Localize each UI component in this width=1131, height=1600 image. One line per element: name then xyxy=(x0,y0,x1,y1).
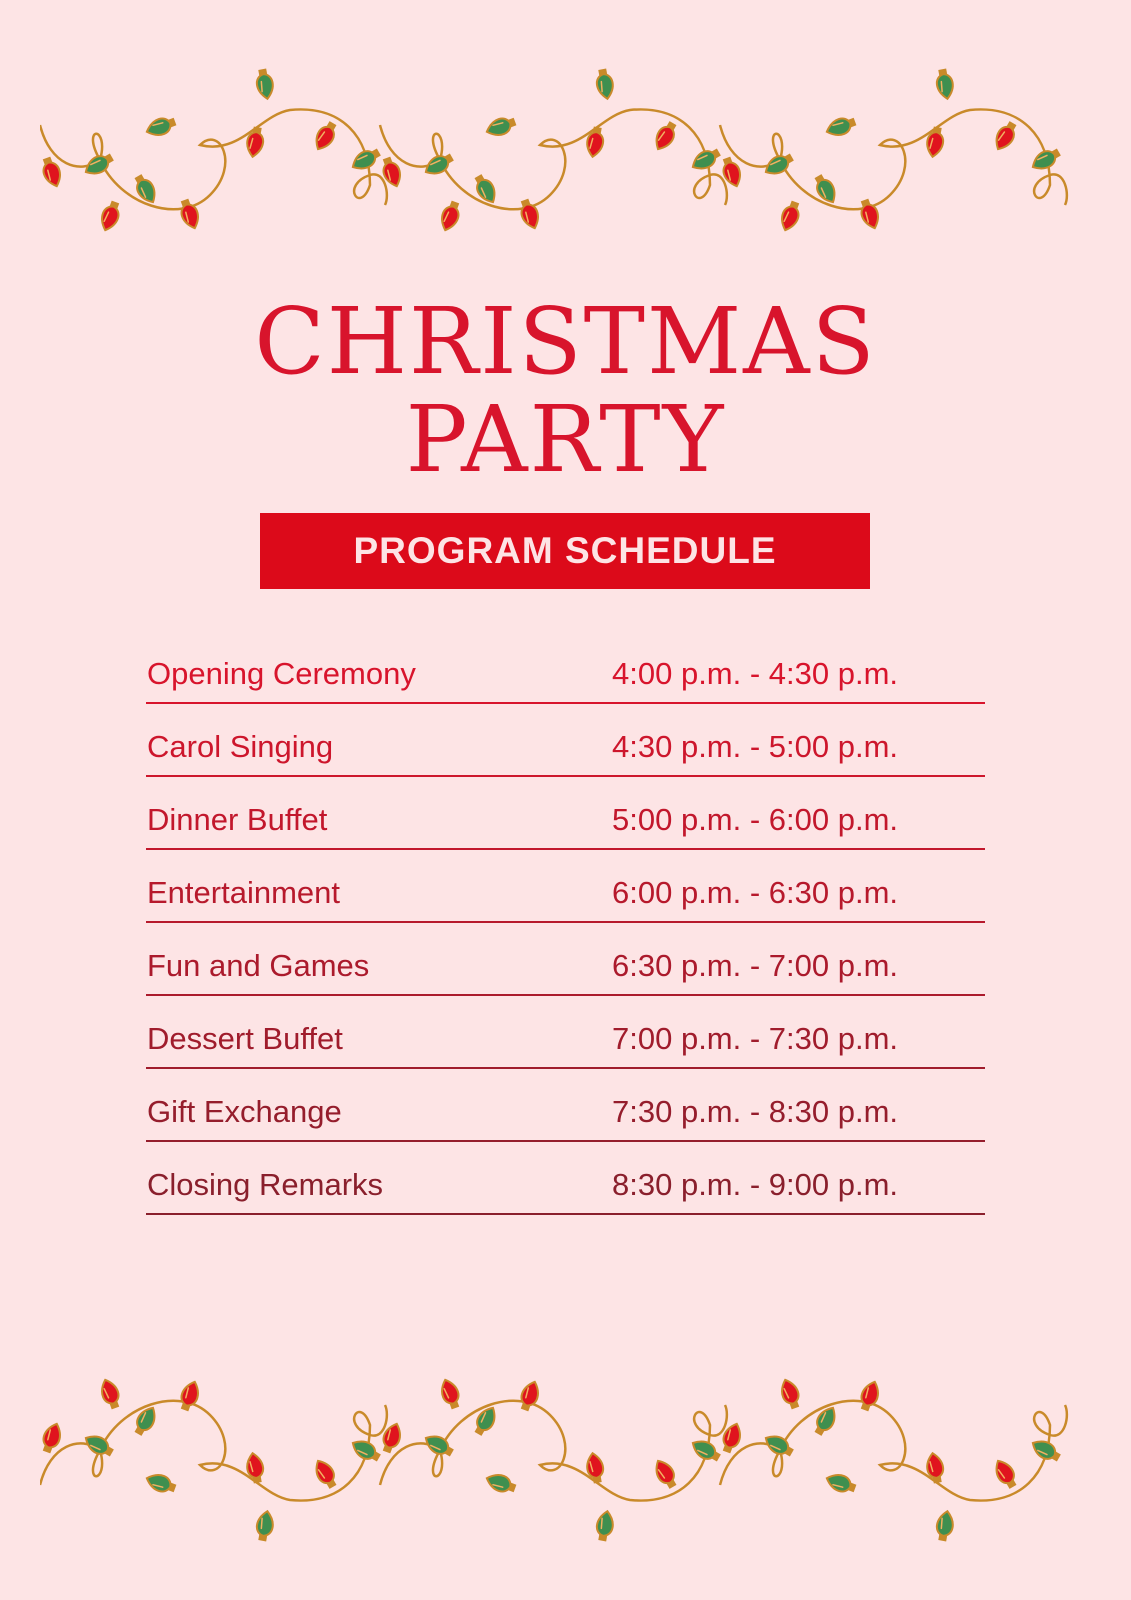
red-bulb-icon xyxy=(586,1451,605,1484)
red-bulb-icon xyxy=(382,1422,401,1454)
schedule-row: Opening Ceremony 4:00 p.m. - 4:30 p.m. xyxy=(146,632,985,704)
green-bulb-icon xyxy=(691,1440,721,1462)
event-time: 6:30 p.m. - 7:00 p.m. xyxy=(612,948,899,983)
green-bulb-icon xyxy=(424,1435,454,1457)
red-bulb-icon xyxy=(101,200,120,232)
green-bulb-icon xyxy=(255,1509,274,1542)
red-bulb-icon xyxy=(42,1422,61,1454)
green-bulb-icon xyxy=(485,1474,517,1493)
event-name: Dinner Buffet xyxy=(147,802,328,837)
green-bulb-icon xyxy=(764,153,794,175)
red-bulb-icon xyxy=(781,200,800,232)
red-bulb-icon xyxy=(722,1422,741,1454)
green-bulb-icon xyxy=(595,68,614,101)
green-bulb-icon xyxy=(935,68,954,101)
green-bulb-icon xyxy=(145,1474,177,1493)
schedule-list: Opening Ceremony 4:00 p.m. - 4:30 p.m. Ca… xyxy=(146,632,985,1215)
green-bulb-icon xyxy=(1031,1440,1061,1462)
event-name: Gift Exchange xyxy=(147,1094,342,1129)
garland-wire xyxy=(378,108,729,211)
schedule-row: Dessert Buffet 7:00 p.m. - 7:30 p.m. xyxy=(146,997,985,1069)
christmas-lights-garland-icon xyxy=(40,68,1069,232)
red-bulb-icon xyxy=(520,198,539,230)
garland-wire xyxy=(718,108,1069,211)
schedule-row: Closing Remarks 8:30 p.m. - 9:00 p.m. xyxy=(146,1143,985,1215)
event-name: Carol Singing xyxy=(147,729,334,764)
green-bulb-icon xyxy=(84,1435,114,1457)
event-time: 7:30 p.m. - 8:30 p.m. xyxy=(612,1094,899,1129)
red-bulb-icon xyxy=(441,200,460,232)
event-time: 4:30 p.m. - 5:00 p.m. xyxy=(612,729,899,764)
red-bulb-icon xyxy=(42,156,61,188)
green-bulb-icon xyxy=(424,153,454,175)
red-bulb-icon xyxy=(180,1380,199,1412)
garland-wire xyxy=(718,1399,1069,1502)
green-bulb-icon xyxy=(814,1406,836,1436)
schedule-row: Carol Singing 4:30 p.m. - 5:00 p.m. xyxy=(146,705,985,777)
event-name: Entertainment xyxy=(147,875,340,910)
red-bulb-icon xyxy=(860,198,879,230)
green-bulb-icon xyxy=(595,1509,614,1542)
red-bulb-icon xyxy=(315,121,337,151)
event-time: 5:00 p.m. - 6:00 p.m. xyxy=(612,802,899,837)
red-bulb-icon xyxy=(995,121,1017,151)
green-bulb-icon xyxy=(474,1406,496,1436)
red-bulb-icon xyxy=(860,1380,879,1412)
green-bulb-icon xyxy=(134,174,156,204)
red-bulb-icon xyxy=(781,1378,800,1410)
red-bulb-icon xyxy=(520,1380,539,1412)
title-christmas: CHRISTMAS xyxy=(254,288,877,395)
green-bulb-icon xyxy=(814,174,836,204)
red-bulb-icon xyxy=(382,156,401,188)
green-bulb-icon xyxy=(1031,148,1061,170)
red-bulb-icon xyxy=(246,1451,265,1484)
green-bulb-icon xyxy=(84,153,114,175)
schedule-row: Dinner Buffet 5:00 p.m. - 6:00 p.m. xyxy=(146,778,985,850)
event-name: Fun and Games xyxy=(147,948,370,983)
green-bulb-icon xyxy=(825,1474,857,1493)
green-bulb-icon xyxy=(825,117,857,136)
red-bulb-icon xyxy=(995,1459,1017,1489)
event-time: 4:00 p.m. - 4:30 p.m. xyxy=(612,656,899,691)
red-bulb-icon xyxy=(722,156,741,188)
red-bulb-icon xyxy=(655,1459,677,1489)
schedule-row: Gift Exchange 7:30 p.m. - 8:30 p.m. xyxy=(146,1070,985,1142)
garland-wire xyxy=(40,1399,389,1502)
christmas-lights-garland-icon xyxy=(40,1378,1069,1542)
green-bulb-icon xyxy=(474,174,496,204)
green-bulb-icon xyxy=(764,1435,794,1457)
event-name: Opening Ceremony xyxy=(147,656,416,691)
green-bulb-icon xyxy=(255,68,274,101)
red-bulb-icon xyxy=(180,198,199,230)
program-schedule-banner: PROGRAM SCHEDULE xyxy=(260,513,870,589)
green-bulb-icon xyxy=(134,1406,156,1436)
green-bulb-icon xyxy=(351,1440,381,1462)
event-time: 8:30 p.m. - 9:00 p.m. xyxy=(612,1167,899,1202)
red-bulb-icon xyxy=(101,1378,120,1410)
event-name: Closing Remarks xyxy=(147,1167,384,1202)
title-party: PARTY xyxy=(405,386,726,493)
green-bulb-icon xyxy=(935,1509,954,1542)
event-time: 7:00 p.m. - 7:30 p.m. xyxy=(612,1021,899,1056)
red-bulb-icon xyxy=(246,126,265,159)
garland-wire xyxy=(40,108,389,211)
green-bulb-icon xyxy=(351,148,381,170)
schedule-row: Entertainment 6:00 p.m. - 6:30 p.m. xyxy=(146,851,985,923)
schedule-row: Fun and Games 6:30 p.m. - 7:00 p.m. xyxy=(146,924,985,996)
red-bulb-icon xyxy=(926,126,945,159)
red-bulb-icon xyxy=(441,1378,460,1410)
green-bulb-icon xyxy=(691,148,721,170)
garland-wire xyxy=(378,1399,729,1502)
red-bulb-icon xyxy=(926,1451,945,1484)
green-bulb-icon xyxy=(485,117,517,136)
event-name: Dessert Buffet xyxy=(147,1021,343,1056)
red-bulb-icon xyxy=(655,121,677,151)
red-bulb-icon xyxy=(586,126,605,159)
green-bulb-icon xyxy=(145,117,177,136)
red-bulb-icon xyxy=(315,1459,337,1489)
event-time: 6:00 p.m. - 6:30 p.m. xyxy=(612,875,899,910)
